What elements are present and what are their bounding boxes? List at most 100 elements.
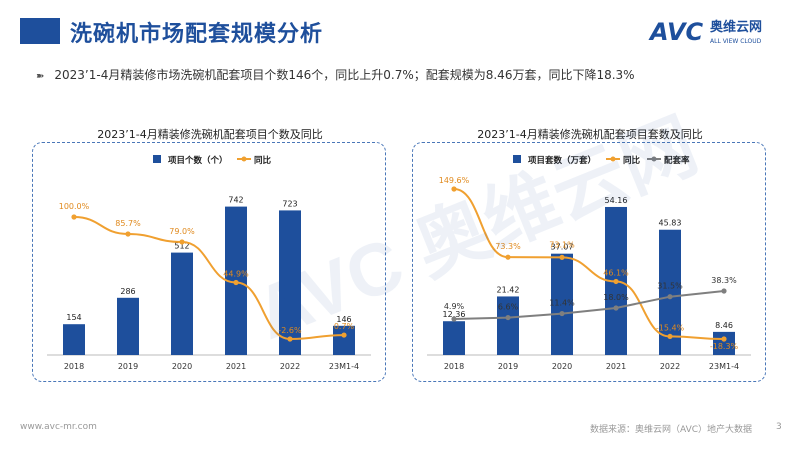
chart-2-line-0-label-0: 149.6% [439, 176, 470, 185]
chart-1-line-0-point-2 [179, 239, 185, 245]
chart-1-bar-0 [63, 324, 85, 355]
chart-2-panel: 项目套数（万套） 同比 配套率 12.36 21.42 37.07 54.16 45.83 8.… [412, 142, 766, 382]
chart-2-bar-1 [497, 296, 519, 355]
chart-1-legend-swatch-0 [153, 155, 161, 163]
chart-1-legend-label-0: 项目个数（个） [168, 155, 228, 166]
chart-1-line-0 [73, 216, 345, 341]
chart-2-line-0-point-3 [613, 278, 619, 285]
chart-2-line-1-point-3 [613, 305, 619, 311]
footer-source: 数据来源：奥维云网（AVC）地产大数据 [590, 425, 753, 435]
chart-2-line-0-point-4 [667, 333, 673, 340]
chart-2-bar-0 [443, 321, 465, 355]
chart-2-line-1 [453, 290, 725, 320]
chart-1-line-0-label-3: 44.9% [223, 270, 249, 279]
chart-1-bar-label-4: 723 [282, 199, 297, 208]
chart-2-line-1-label-2: 11.4% [549, 299, 575, 308]
chart-2-bar-2 [551, 253, 573, 355]
chart-2-bar-4 [659, 229, 681, 355]
avc-logo: AVC 奥维云网 ALL VIEW CLOUD [648, 18, 762, 46]
chart-1-legend-marker-1 [241, 156, 247, 162]
chart-2-line-1-label-5: 38.3% [711, 276, 737, 285]
chart-1-line-0-point-1 [125, 231, 131, 237]
chart-1-bar-label-1: 286 [120, 287, 135, 296]
chart-2-line-1-label-1: 6.6% [498, 303, 519, 312]
chart-1-xtick-2: 2020 [172, 362, 192, 371]
chart-1-line-0-point-5 [341, 332, 347, 338]
logo-cn: 奥维云网 [710, 19, 762, 35]
chart-2-bar-label-2: 37.07 [551, 243, 574, 252]
chart-2-line-0-label-4: -15.4% [656, 323, 685, 332]
chart-2-bar-label-1: 21.42 [497, 285, 520, 294]
chart-1-line-0-point-4 [287, 336, 293, 342]
summary-bullet: ➽ 2023’1-4月精装修市场洗碗机配套项目个数146个，同比上升0.7%；配套… [36, 66, 635, 83]
chart-1-legend-label-1: 同比 [254, 155, 272, 166]
chart-1-bar-label-0: 154 [66, 313, 81, 322]
chart-1-line-0-point-3 [233, 279, 239, 286]
chart-2-line-0-label-3: 46.1% [603, 268, 629, 277]
chart-1-bar-2 [171, 252, 193, 355]
chart-2-legend-label-2: 配套率 [664, 155, 690, 166]
chart-1-xtick-1: 2019 [118, 362, 138, 371]
chart-2-bar-label-5: 8.46 [715, 321, 733, 330]
chart-2-xtick-5: 23M1-4 [709, 362, 739, 371]
chart-2-legend-marker-2 [651, 156, 657, 162]
chart-2-bar-label-4: 45.83 [659, 219, 682, 228]
chart-2-bar-5 [713, 331, 735, 355]
footer-url: www.avc-mr.com [20, 422, 97, 432]
chart-2-bar-label-0: 12.36 [443, 310, 466, 319]
chart-2-xtick-4: 2022 [660, 362, 680, 371]
logo-en: ALL VIEW CLOUD [710, 38, 762, 45]
page-number: 3 [776, 422, 782, 432]
chart-2-line-1-point-4 [667, 294, 673, 300]
chart-1-line-0-label-1: 85.7% [115, 219, 141, 228]
chart-2: 项目套数（万套） 同比 配套率 12.36 21.42 37.07 54.16 45.83 8.… [427, 155, 751, 371]
chart-2-legend-swatch-0 [513, 155, 521, 163]
chart-1-bar-label-2: 512 [174, 242, 189, 251]
chart-2-line-1-label-3: 18.0% [603, 293, 629, 302]
page-title: 洗碗机市场配套规模分析 [70, 22, 324, 47]
chart-1-line-0-label-4: -2.6% [278, 326, 302, 335]
chart-1-bar-1 [117, 297, 139, 355]
chart-2-line-1-point-1 [505, 314, 511, 321]
chart-2-line-0-point-1 [505, 254, 511, 260]
chart-1-bar-label-5: 146 [336, 315, 351, 324]
chart-2-line-1-point-5 [721, 288, 727, 294]
chart-2-legend-label-1: 同比 [623, 155, 641, 166]
chart-2-line-0-label-1: 73.3% [495, 242, 521, 251]
header-accent-bar [20, 18, 60, 44]
chart-1-bar-4 [279, 210, 301, 355]
chart-2-title: 2023’1-4月精装修洗碗机配套项目套数及同比 [477, 128, 703, 141]
logo-brand: AVC [648, 18, 704, 46]
chart-2-line-1-point-0 [451, 316, 457, 322]
chart-1-line-0-label-2: 79.0% [169, 227, 195, 236]
chart-2-line-1-label-0: 4.9% [444, 302, 465, 311]
chart-2-bar-label-3: 54.16 [605, 196, 628, 205]
chart-2-line-0-label-2: 73.1% [549, 240, 575, 249]
chart-2-legend-label-0: 项目套数（万套） [528, 155, 596, 166]
chart-1-xtick-5: 23M1-4 [329, 362, 359, 371]
chart-1-panel: 项目个数（个） 同比 154 286 512 742 723 146 2018 2019 2020 2… [32, 142, 386, 382]
chart-2-line-0-label-5: -18.3% [710, 342, 739, 351]
chart-1-line-0-point-0 [71, 214, 77, 220]
chart-1: 项目个数（个） 同比 154 286 512 742 723 146 2018 2019 2020 2… [47, 155, 371, 371]
chart-2-xtick-2: 2020 [552, 362, 572, 371]
chart-1-line-0-label-0: 100.0% [59, 202, 90, 211]
chart-2-xtick-0: 2018 [444, 362, 464, 371]
chart-1-xtick-3: 2021 [226, 362, 246, 371]
chart-2-line-0 [453, 188, 725, 340]
chart-1-bar-5 [333, 325, 355, 355]
chart-2-line-1-point-2 [559, 310, 565, 317]
chart-2-line-1-label-4: 31.5% [657, 282, 683, 291]
chart-2-line-0-point-2 [559, 254, 565, 260]
summary-text: 2023’1-4月精装修市场洗碗机配套项目个数146个，同比上升0.7%；配套规… [54, 68, 635, 82]
chart-2-legend-marker-1 [610, 156, 616, 162]
chart-2-line-0-point-5 [721, 336, 727, 342]
chart-2-xtick-3: 2021 [606, 362, 626, 371]
chart-1-xtick-4: 2022 [280, 362, 300, 371]
chart-2-line-0-point-0 [451, 186, 457, 192]
chart-1-line-0-label-5: 0.7% [334, 322, 355, 331]
chart-2-xtick-1: 2019 [498, 362, 518, 371]
chart-1-bar-label-3: 742 [228, 196, 243, 205]
chart-1-title: 2023’1-4月精装修洗碗机配套项目个数及同比 [97, 128, 323, 141]
chart-1-xtick-0: 2018 [64, 362, 84, 371]
